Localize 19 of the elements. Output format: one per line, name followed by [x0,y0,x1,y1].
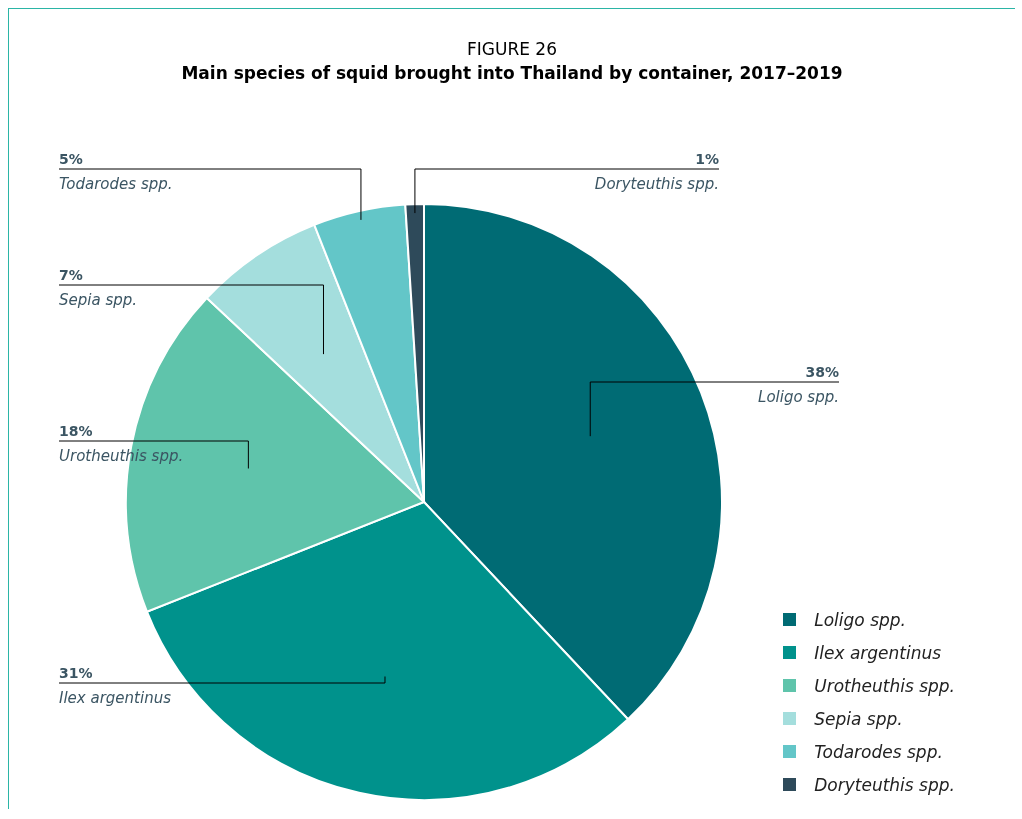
data-label: 5% [59,151,83,167]
slice-label: Ilex argentinus [59,689,172,707]
slice-label: Sepia spp. [59,291,138,309]
slice-label: Loligo spp. [758,388,839,406]
legend-label: Todarodes spp. [814,741,943,762]
slice-label: Doryteuthis spp. [594,175,719,193]
data-label: 1% [695,151,719,167]
chart-title: FIGURE 26 [466,39,558,59]
legend-label: Doryteuthis spp. [814,774,955,795]
legend-label: Urotheuthis spp. [814,675,955,696]
data-label: 7% [59,267,83,283]
legend-label: Ilex argentinus [814,642,942,663]
data-label: 38% [805,364,839,380]
slice-label: Todarodes spp. [59,175,173,193]
chart-subtitle: Main species of squid brought into Thailand by container, 2017–2019 [180,63,844,83]
data-label: 31% [59,665,93,681]
legend-label: Loligo spp. [814,609,906,630]
data-label: 18% [59,423,93,439]
legend-label: Sepia spp. [814,708,903,729]
